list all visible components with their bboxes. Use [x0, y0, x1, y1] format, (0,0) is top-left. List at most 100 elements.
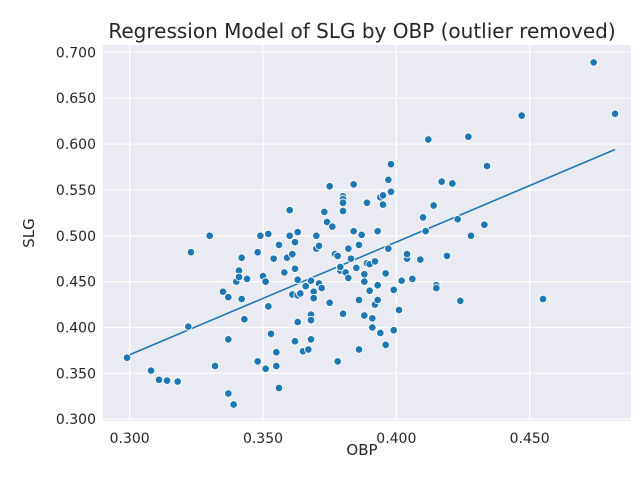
data-point	[272, 347, 281, 357]
x-tick-label: 0.400	[376, 431, 416, 447]
data-point	[389, 285, 398, 295]
data-point	[344, 244, 353, 253]
data-point	[301, 281, 310, 291]
data-point	[205, 231, 214, 241]
data-point	[290, 237, 300, 247]
data-point	[360, 277, 369, 286]
data-point	[234, 272, 244, 282]
y-tick-label: 0.650	[56, 91, 96, 107]
x-tick-label: 0.300	[110, 431, 150, 447]
data-point	[482, 161, 492, 171]
y-tick-label: 0.600	[56, 137, 96, 153]
data-point	[424, 135, 433, 144]
data-point	[314, 241, 324, 251]
data-point	[346, 254, 356, 263]
data-point	[317, 283, 326, 293]
data-point	[306, 276, 316, 285]
data-point	[266, 329, 276, 339]
data-point	[418, 213, 428, 222]
data-point	[362, 198, 372, 207]
data-point	[173, 377, 182, 386]
data-point	[322, 217, 332, 227]
data-point	[338, 198, 348, 207]
data-point	[610, 109, 620, 119]
data-point	[296, 289, 305, 298]
data-point	[328, 222, 337, 231]
y-tick-label: 0.300	[56, 412, 96, 428]
data-point	[429, 201, 438, 210]
data-point	[394, 305, 404, 315]
data-point	[210, 361, 220, 371]
data-point	[306, 335, 316, 344]
regression-line	[126, 148, 616, 357]
data-point	[453, 214, 462, 224]
data-point	[378, 200, 388, 209]
data-point	[333, 357, 342, 366]
data-point	[336, 262, 345, 272]
data-point	[381, 340, 390, 350]
data-point	[397, 276, 406, 285]
data-point	[285, 205, 294, 215]
data-point	[304, 345, 313, 354]
tick-labels: 0.300 0.350 0.400 0.450 0.300 0.350 0.400 0.450…	[56, 45, 550, 447]
data-point	[456, 296, 465, 306]
data-point	[261, 364, 270, 373]
y-tick-label: 0.450	[56, 275, 96, 291]
data-point	[224, 335, 233, 344]
data-point	[370, 257, 380, 266]
data-point	[357, 230, 366, 240]
data-point	[309, 293, 318, 303]
data-point	[274, 240, 284, 250]
data-point	[325, 298, 334, 307]
y-tick-label: 0.700	[56, 45, 96, 61]
data-point	[285, 231, 294, 241]
data-point	[466, 231, 476, 241]
data-point	[237, 294, 246, 304]
data-point	[421, 226, 430, 236]
data-point	[272, 361, 281, 371]
data-point	[386, 159, 396, 169]
data-point	[349, 226, 358, 236]
data-point	[384, 175, 393, 185]
data-point	[325, 181, 334, 191]
data-point	[416, 255, 425, 264]
data-point	[408, 274, 417, 284]
y-axis-label: SLG	[20, 218, 38, 248]
data-point	[293, 227, 302, 237]
data-point	[376, 328, 385, 338]
data-point	[373, 295, 382, 305]
data-point	[253, 357, 262, 366]
data-point	[386, 187, 396, 196]
data-point	[320, 207, 329, 217]
data-point	[269, 254, 278, 263]
data-point	[237, 253, 246, 263]
data-point	[261, 277, 270, 286]
plot-background	[103, 45, 631, 421]
data-point	[448, 179, 457, 188]
data-point	[517, 111, 526, 120]
data-point	[229, 400, 238, 409]
data-point	[432, 283, 441, 293]
data-point	[378, 191, 388, 200]
data-point	[389, 325, 398, 335]
data-point	[154, 375, 164, 384]
data-point	[293, 317, 302, 327]
data-point	[354, 345, 364, 354]
data-point	[589, 58, 598, 67]
data-point	[402, 249, 412, 259]
data-point	[338, 206, 348, 216]
data-point	[288, 249, 297, 259]
y-tick-label: 0.350	[56, 366, 96, 382]
data-point	[293, 275, 302, 285]
data-point	[373, 226, 382, 236]
y-tick-label: 0.500	[56, 229, 96, 245]
data-point	[354, 295, 364, 305]
data-point	[240, 314, 249, 324]
data-point	[437, 177, 446, 186]
data-point	[464, 132, 473, 141]
data-point	[290, 336, 300, 346]
data-point	[344, 273, 353, 283]
data-point	[264, 229, 273, 239]
data-point	[290, 264, 300, 274]
